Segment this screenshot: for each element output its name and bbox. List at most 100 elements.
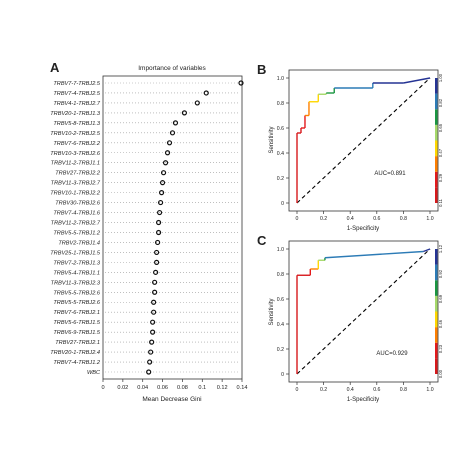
roc-chart-c: Sensitivity 1-Specificity AUC=0.929 0 0 0.… (269, 240, 443, 403)
colorbar-segment (435, 109, 438, 125)
importance-point (152, 289, 158, 295)
importance-point (150, 329, 156, 335)
x-tick-label: 0.4 (347, 216, 354, 222)
plot-b-ylabel: Sensitivity (269, 126, 275, 153)
category-label: TRBV11-2-TRBJ2.7 (51, 221, 101, 227)
category-label: TRBV10-2-TRBJ2.5 (50, 131, 101, 137)
importance-point (169, 130, 176, 136)
colorbar-tick-label: 1.00 (438, 73, 443, 82)
x-tick-label: 0.2 (320, 387, 327, 393)
y-tick-label: 0 (281, 372, 284, 378)
x-tick-label: 0.8 (400, 387, 407, 393)
x-tick-label: 0.04 (137, 385, 148, 391)
colorbar-segment (435, 264, 438, 281)
colorbar-segment (435, 171, 438, 188)
importance-point (152, 279, 158, 285)
importance-point (153, 269, 159, 275)
category-label: TRBV11-3-TRBJ2.3 (51, 280, 101, 286)
colorbar-tick-label: 0.29 (438, 173, 443, 182)
panel-label-c: C (257, 233, 267, 248)
x-tick-label: 0.1 (198, 385, 206, 391)
colorbar-tick-label: 0.46 (438, 319, 443, 328)
colorbar-segment (435, 311, 438, 328)
panel-label-b: B (257, 62, 266, 77)
category-label: TRBV20-1-TRBJ1.3 (50, 111, 101, 117)
importance-point (238, 80, 244, 86)
x-tick-label: 0.08 (177, 385, 188, 391)
category-label: TRBV2-TRBJ1.4 (58, 240, 100, 246)
y-tick-label: 0.6 (277, 126, 284, 132)
importance-point (160, 170, 167, 176)
category-label: TRBV7-4-TRBJ1.2 (53, 360, 101, 366)
x-tick-label: 1.0 (426, 216, 433, 222)
y-tick-label: 0.4 (277, 322, 284, 328)
colorbar-segment (435, 93, 438, 110)
y-tick-label: 1.0 (277, 76, 284, 82)
category-label: TRBV5-5-TRBJ2.6 (53, 300, 101, 306)
chance-diagonal (296, 77, 431, 204)
importance-point (151, 299, 157, 305)
y-tick-label: 0.4 (277, 151, 284, 157)
x-tick-label: 0.8 (400, 216, 407, 222)
colorbar-segment (435, 327, 438, 343)
plot-c-auc-label: AUC=0.929 (376, 351, 408, 357)
category-label: TRBV7-7-TRBJ2.5 (53, 81, 101, 87)
colorbar-tick-label: 0.11 (438, 198, 443, 207)
colorbar-segment (435, 249, 438, 265)
plot-c-frame (288, 240, 439, 383)
importance-point (156, 219, 162, 226)
panel-label-a: A (50, 60, 60, 75)
importance-point (194, 100, 200, 106)
y-tick-label: 0.8 (277, 101, 284, 107)
x-tick-label: 0.6 (373, 216, 380, 222)
x-tick-label: 0 (296, 216, 299, 222)
x-tick-label: 0 (101, 385, 104, 391)
colorbar-segment (435, 280, 438, 296)
x-tick-label: 1.0 (426, 387, 433, 393)
chance-diagonal (296, 248, 431, 375)
category-label: TRBV5-5-TRBJ2.6 (53, 290, 101, 296)
category-label: TRBV7-6-TRBJ2.1 (53, 310, 100, 316)
importance-point (203, 90, 209, 96)
x-tick-label: 0.02 (117, 385, 128, 391)
category-label: TRBV10-1-TRBJ2.2 (50, 191, 101, 197)
roc-curve-segment (324, 250, 424, 259)
category-label: TRBV5-4-TRBJ1.1 (53, 270, 100, 276)
colorbar-tick-label: 0.69 (438, 294, 443, 303)
category-label: TRBV5-8-TRBJ1.3 (53, 121, 101, 127)
plot-b-xlabel: 1-Specificity (347, 226, 379, 232)
x-tick-label: 0.06 (157, 385, 168, 391)
category-label: TRBV20-1-TRBJ2.4 (50, 350, 100, 356)
x-tick-label: 0.6 (373, 387, 380, 393)
category-label: TRBV27-TRBJ2.2 (55, 171, 101, 177)
x-tick-label: 0.12 (217, 385, 228, 391)
colorbar-segment (435, 358, 438, 374)
category-label: TRBV7-4-TRBJ2.5 (53, 91, 101, 97)
colorbar-segment (435, 140, 438, 157)
importance-point (166, 140, 173, 146)
colorbar-tick-label: 0.47 (438, 148, 443, 157)
colorbar-segment (435, 156, 438, 172)
colorbar-tick-label: 0.23 (438, 344, 443, 353)
importance-point (155, 239, 161, 246)
x-tick-label: 0.4 (347, 387, 354, 393)
category-label: TRBV7-4-TRBJ1.6 (53, 211, 101, 217)
variable-importance-chart: Importance of variables Mean Decrease Gi… (50, 65, 247, 403)
importance-point (154, 259, 160, 265)
plot-c-ylabel: Sensitivity (269, 298, 275, 325)
importance-point (146, 369, 152, 375)
category-label: TRBV10-3-TRBJ2.6 (50, 151, 101, 157)
category-label: TRBV4-1-TRBJ2.7 (53, 101, 101, 107)
plot-a-frame (102, 75, 243, 380)
x-tick-label: 0.14 (237, 385, 248, 391)
importance-point (150, 319, 156, 325)
importance-point (154, 249, 160, 256)
category-label: TRBV5-6-TRBJ1.5 (53, 320, 101, 326)
y-tick-label: 0.2 (277, 176, 284, 182)
importance-point (157, 199, 164, 206)
x-tick-label: 0.2 (320, 216, 327, 222)
colorbar-tick-label: 0.00 (438, 369, 443, 378)
category-label: TRBV25-1-TRBJ1.5 (50, 250, 101, 256)
importance-point (151, 309, 157, 315)
